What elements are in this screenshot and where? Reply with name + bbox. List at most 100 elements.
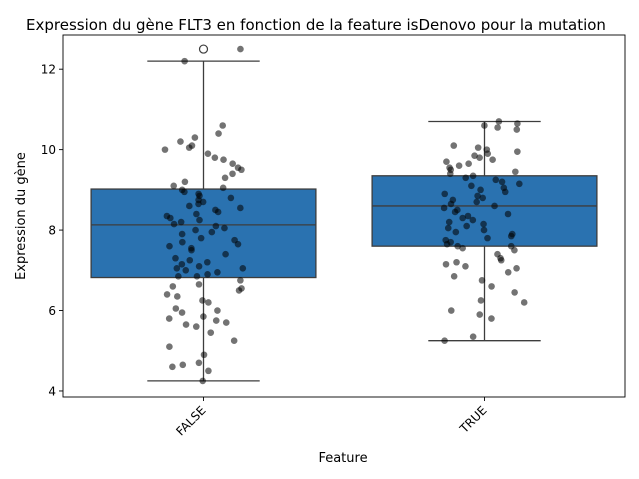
data-point bbox=[212, 222, 220, 230]
data-point bbox=[444, 224, 452, 232]
data-point bbox=[516, 180, 523, 188]
data-point bbox=[212, 317, 220, 324]
data-point bbox=[182, 267, 190, 274]
data-point bbox=[504, 269, 512, 276]
data-point bbox=[462, 174, 470, 182]
data-point bbox=[440, 204, 448, 212]
data-point bbox=[200, 313, 207, 320]
y-tick-label: 4 bbox=[48, 384, 56, 398]
data-point bbox=[441, 337, 448, 344]
data-point bbox=[172, 305, 180, 312]
data-point bbox=[471, 152, 478, 159]
y-tick-label: 8 bbox=[48, 224, 56, 238]
data-point bbox=[513, 126, 521, 133]
data-point bbox=[173, 293, 181, 300]
y-tick-label: 12 bbox=[41, 63, 56, 77]
data-point bbox=[479, 194, 487, 202]
y-tick-label: 6 bbox=[48, 304, 56, 318]
data-point bbox=[476, 154, 483, 161]
data-point bbox=[455, 162, 463, 170]
data-point bbox=[237, 277, 244, 284]
data-point bbox=[469, 216, 477, 224]
data-point bbox=[219, 184, 227, 192]
data-point bbox=[165, 315, 173, 322]
data-point bbox=[222, 250, 229, 258]
iqr-box bbox=[371, 175, 598, 247]
data-point bbox=[204, 271, 211, 278]
data-point bbox=[195, 281, 203, 288]
data-point bbox=[239, 264, 247, 272]
data-point bbox=[459, 244, 466, 252]
data-point bbox=[450, 273, 458, 280]
data-point bbox=[166, 343, 173, 351]
data-point bbox=[480, 220, 487, 228]
data-point bbox=[473, 198, 480, 206]
data-point bbox=[170, 220, 178, 228]
data-point bbox=[199, 377, 207, 385]
data-point bbox=[508, 230, 516, 238]
chart-title: Expression du gène FLT3 en fonction de l… bbox=[26, 16, 606, 34]
data-point bbox=[445, 218, 453, 226]
data-point bbox=[188, 244, 195, 252]
data-point bbox=[204, 150, 212, 157]
data-point bbox=[230, 337, 238, 344]
data-point bbox=[447, 307, 455, 314]
data-point bbox=[477, 186, 484, 194]
data-point bbox=[163, 212, 171, 220]
data-point bbox=[214, 269, 221, 276]
box-false bbox=[90, 44, 317, 382]
data-point bbox=[441, 190, 449, 198]
data-point bbox=[192, 323, 200, 330]
x-tick-label: FALSE bbox=[173, 403, 208, 438]
data-point bbox=[173, 264, 181, 272]
data-point bbox=[478, 277, 486, 284]
data-point bbox=[227, 194, 235, 202]
data-point bbox=[465, 160, 472, 168]
data-point bbox=[453, 258, 460, 266]
data-point bbox=[204, 258, 211, 266]
data-point bbox=[513, 264, 520, 272]
data-point bbox=[196, 216, 203, 224]
data-point bbox=[208, 228, 216, 236]
data-point bbox=[469, 333, 477, 340]
data-point bbox=[483, 146, 491, 153]
data-point bbox=[450, 142, 458, 149]
outlier-marker bbox=[198, 44, 209, 54]
data-point bbox=[172, 254, 179, 262]
data-point bbox=[186, 256, 194, 264]
data-point bbox=[238, 285, 245, 292]
data-point bbox=[454, 206, 461, 214]
data-point bbox=[211, 154, 219, 161]
data-point bbox=[491, 202, 498, 210]
data-point bbox=[488, 283, 495, 290]
data-point bbox=[514, 120, 521, 127]
data-point bbox=[484, 234, 491, 242]
data-point bbox=[192, 226, 199, 234]
data-point bbox=[512, 168, 519, 176]
data-point bbox=[193, 210, 200, 218]
data-point bbox=[507, 242, 515, 250]
data-point bbox=[477, 297, 485, 304]
data-point bbox=[195, 262, 203, 270]
data-point bbox=[474, 144, 482, 151]
data-point bbox=[452, 228, 460, 236]
data-point bbox=[205, 299, 212, 306]
data-point bbox=[476, 311, 484, 318]
data-point bbox=[459, 214, 466, 222]
x-axis-label: Feature bbox=[318, 451, 367, 466]
data-point bbox=[454, 242, 461, 250]
data-point bbox=[488, 315, 495, 322]
data-point bbox=[191, 134, 199, 141]
data-point bbox=[492, 176, 500, 184]
data-point bbox=[221, 224, 228, 232]
data-point bbox=[481, 122, 488, 129]
data-point bbox=[169, 363, 176, 371]
data-point bbox=[207, 329, 215, 336]
y-axis-label: Expression du gène bbox=[14, 152, 29, 280]
data-point bbox=[237, 45, 244, 53]
data-point bbox=[177, 138, 184, 145]
data-point bbox=[177, 218, 185, 226]
data-point bbox=[469, 172, 477, 180]
data-point bbox=[234, 164, 242, 172]
